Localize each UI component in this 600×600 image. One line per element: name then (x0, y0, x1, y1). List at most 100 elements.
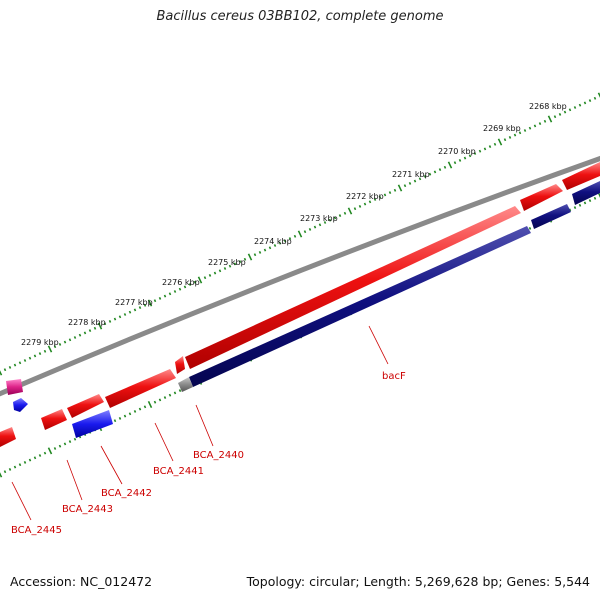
ruler-minor-tick (568, 208, 572, 212)
gene-label[interactable]: bacF (382, 371, 406, 382)
ruler-major-tick (0, 370, 3, 376)
gene-arrow-forward[interactable] (41, 409, 67, 430)
ruler-minor-tick (128, 412, 132, 416)
gene-arrow-forward[interactable] (185, 206, 521, 369)
ruler-minor-tick (288, 237, 292, 241)
ruler-minor-tick (453, 161, 457, 165)
ruler-minor-tick (78, 333, 82, 337)
ruler-minor-tick (428, 172, 432, 176)
ruler-minor-tick (113, 317, 117, 321)
ruler-minor-tick (333, 216, 337, 220)
ruler-minor-tick (133, 308, 137, 312)
ruler-minor-tick (253, 253, 257, 257)
ruler-minor-tick (3, 470, 7, 474)
ruler-minor-tick (158, 398, 162, 402)
gene-arrow-forward[interactable] (67, 394, 104, 418)
gene-label[interactable]: BCA_2443 (62, 504, 113, 515)
ruler-major-tick (97, 322, 103, 330)
ruler-minor-tick (578, 103, 582, 107)
gene-arrow-forward[interactable] (0, 427, 16, 447)
ruler-minor-tick (178, 389, 182, 393)
ruler-minor-tick (213, 271, 217, 275)
ruler-minor-tick (588, 199, 592, 203)
ruler-minor-tick (203, 276, 207, 280)
ruler-minor-tick (68, 338, 72, 342)
ruler-minor-tick (538, 122, 542, 126)
gene-label[interactable]: BCA_2442 (101, 488, 152, 499)
ruler-minor-tick (123, 313, 127, 316)
ruler-minor-tick (23, 359, 27, 362)
ruler-minor-tick (168, 292, 172, 296)
leader-line (154, 422, 174, 462)
ruler-minor-tick (408, 181, 412, 185)
ruler-minor-tick (68, 440, 72, 444)
ruler-major-tick (47, 345, 53, 353)
ruler-minor-tick (463, 156, 467, 160)
ruler-minor-tick (518, 131, 522, 135)
ruler-minor-tick (443, 165, 447, 169)
ruler-minor-tick (383, 193, 387, 197)
ruler-minor-tick (18, 361, 22, 365)
ruler-minor-tick (173, 290, 177, 293)
ruler-major-tick (0, 472, 3, 478)
ruler-major-tick (247, 253, 253, 261)
ruler-tick-label: 2274 kbp (254, 237, 292, 246)
ruler-minor-tick (243, 257, 247, 261)
ruler-minor-tick (88, 329, 92, 333)
ruler-minor-tick (218, 269, 222, 273)
ruler-minor-tick (528, 126, 532, 130)
ruler-minor-tick (593, 196, 597, 200)
gene-label[interactable]: BCA_2445 (11, 525, 62, 536)
ruler-minor-tick (113, 419, 117, 423)
gene-arrow-forward[interactable] (520, 184, 563, 211)
gene-label[interactable]: BCA_2441 (153, 466, 204, 477)
ruler-minor-tick (233, 262, 237, 266)
gene-bar-reverse[interactable] (189, 226, 531, 387)
ruler-minor-tick (413, 179, 417, 183)
ruler-major-tick (447, 161, 453, 169)
gene-bar-reverse[interactable] (531, 204, 571, 229)
gene-block-grey[interactable] (178, 377, 193, 392)
ruler-minor-tick (138, 306, 142, 310)
ruler-minor-tick (478, 149, 482, 153)
gene-labels: bacF BCA_2440 BCA_2441 BCA_2442 BCA_2443… (11, 371, 406, 536)
ruler-minor-tick (503, 138, 507, 142)
ruler-major-tick (147, 400, 153, 409)
ruler-minor-tick (583, 101, 587, 105)
gene-bar-reverse[interactable] (572, 181, 600, 205)
ruler-minor-tick (13, 465, 17, 469)
gene-arrow-forward[interactable] (105, 369, 176, 408)
ruler-minor-tick (123, 414, 127, 418)
gene-label[interactable]: BCA_2440 (193, 450, 244, 461)
ruler-minor-tick (508, 135, 512, 139)
gene-arrow-forward[interactable] (562, 162, 600, 190)
ruler-tick-label: 2275 kbp (208, 258, 246, 267)
leader-line (195, 404, 214, 447)
ruler-minor-tick (53, 447, 57, 450)
feature-blue[interactable] (72, 410, 113, 438)
ruler-minor-tick (23, 460, 27, 464)
ruler-minor-tick (353, 207, 357, 211)
ruler-minor-tick (38, 352, 42, 356)
feature-magenta[interactable] (6, 379, 23, 395)
ruler-major-tick (347, 207, 353, 215)
ruler-major-tick (197, 276, 203, 284)
leader-line (368, 325, 389, 365)
accession-text: Accession: NC_012472 (10, 574, 153, 589)
ruler-minor-tick (143, 303, 147, 307)
gene-arrow-forward[interactable] (175, 356, 185, 374)
leader-line (66, 459, 83, 501)
ruler-minor-tick (73, 336, 77, 339)
ruler-minor-tick (28, 356, 32, 360)
ruler-minor-tick (358, 204, 362, 208)
ruler-minor-tick (423, 175, 427, 178)
ruler-minor-tick (523, 129, 527, 132)
ruler-major-tick (147, 299, 153, 307)
ruler-minor-tick (138, 407, 142, 411)
ruler-minor-tick (33, 456, 37, 460)
ruler-minor-tick (593, 96, 597, 100)
ruler-minor-tick (118, 416, 122, 420)
feature-blue-small[interactable] (13, 398, 28, 412)
ruler-minor-tick (488, 145, 492, 149)
